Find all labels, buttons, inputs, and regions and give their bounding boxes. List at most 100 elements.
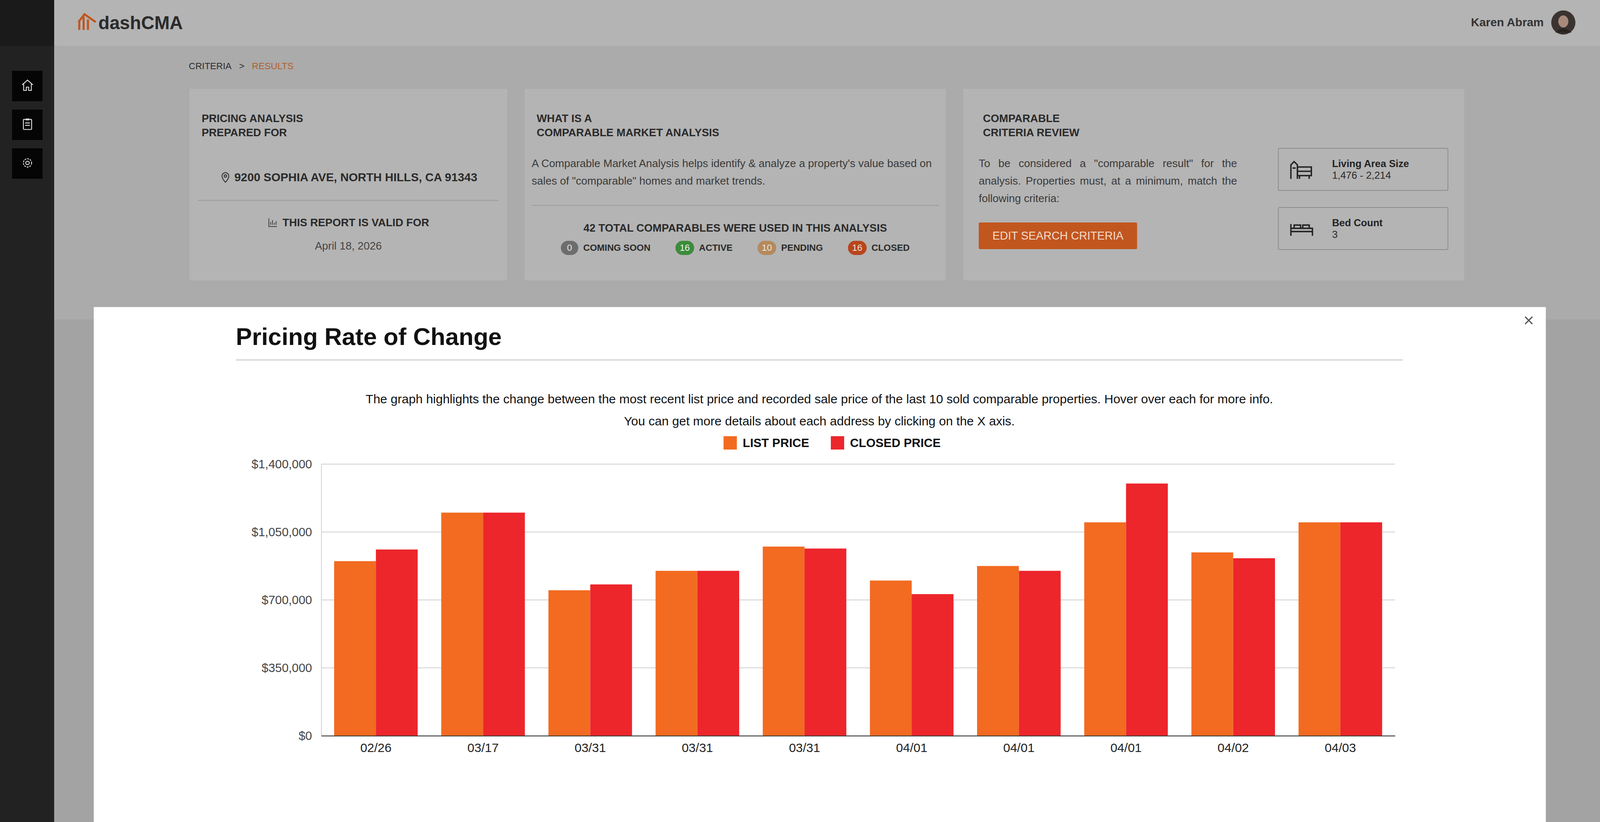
bar bbox=[375, 549, 418, 736]
decoration bbox=[25, 118, 30, 120]
bar bbox=[1191, 552, 1233, 736]
status-item: 10 PENDING bbox=[757, 240, 823, 255]
x-tick-label[interactable]: 04/01 bbox=[896, 740, 928, 755]
status-label: CLOSED bbox=[871, 242, 910, 254]
card-criteria-review: COMPARABLECRITERIA REVIEWTo be considere… bbox=[963, 88, 1465, 281]
status-count: 10 bbox=[757, 240, 776, 255]
status-label: COMING SOON bbox=[583, 242, 651, 254]
sidebar-home-button[interactable] bbox=[12, 70, 43, 102]
home-icon-svg bbox=[20, 78, 35, 93]
sidebar-clipboard-button[interactable] bbox=[12, 109, 43, 140]
valid-row: THIS REPORT IS VALID FOR bbox=[189, 215, 508, 230]
x-tick: 03/31 bbox=[788, 740, 820, 755]
y-tick-label: $1,400,000 bbox=[251, 457, 313, 471]
card-title-line: CRITERIA REVIEW bbox=[982, 125, 1080, 140]
pin-icon bbox=[219, 171, 232, 184]
legend-swatch bbox=[723, 436, 737, 450]
x-tick: 03/17 bbox=[467, 740, 499, 755]
legend-item: LIST PRICE bbox=[723, 436, 810, 450]
decoration bbox=[23, 158, 32, 168]
card-prepared-for: PRICING ANALYSISPREPARED FOR9200 SOPHIA … bbox=[189, 88, 508, 281]
criteria-icon bbox=[1288, 156, 1315, 184]
bar bbox=[1298, 522, 1341, 736]
status-row: 0COMING SOON16ACTIVE10PENDING16CLOSED bbox=[524, 239, 946, 257]
chart-icon-svg bbox=[267, 217, 279, 228]
divider bbox=[197, 200, 499, 201]
bar bbox=[804, 548, 847, 736]
x-tick-label[interactable]: 04/03 bbox=[1324, 740, 1356, 755]
bar bbox=[870, 580, 912, 736]
bar bbox=[590, 584, 633, 736]
total-comparables: 42 TOTAL COMPARABLES WERE USED IN THIS A… bbox=[524, 220, 946, 236]
breadcrumb: CRITERIA>RESULTS bbox=[188, 60, 294, 72]
x-tick-label[interactable]: 03/31 bbox=[788, 740, 820, 755]
decoration bbox=[78, 14, 96, 30]
chart: $0$350,000$700,000$1,050,000$1,400,00002… bbox=[0, 0, 1600, 822]
status-count: 16 bbox=[847, 240, 867, 255]
user-name[interactable]: Karen Abram bbox=[1470, 15, 1544, 30]
x-axis: 02/26 03/17 03/31 03/31 03/31 04/01 04/01 04/01… bbox=[321, 736, 1396, 755]
clipboard-icon-svg bbox=[20, 117, 35, 132]
logo-icon bbox=[76, 11, 98, 35]
decoration bbox=[1555, 28, 1572, 33]
breadcrumb-results: RESULTS bbox=[252, 60, 294, 72]
top-bar bbox=[54, 0, 1600, 46]
criteria-label: Bed Count bbox=[1332, 217, 1383, 229]
chart-icon bbox=[267, 217, 279, 228]
status-item: 16ACTIVE bbox=[675, 240, 733, 255]
card-title-line: WHAT IS A bbox=[536, 111, 720, 126]
criteria-box: Living Area Size1,476 - 2,214 bbox=[1277, 147, 1449, 191]
x-tick-label[interactable]: 02/26 bbox=[360, 740, 392, 755]
legend-label: CLOSED PRICE bbox=[850, 436, 941, 450]
x-tick-label[interactable]: 03/31 bbox=[574, 740, 606, 755]
criteria-icon-svg bbox=[1288, 215, 1315, 242]
decoration bbox=[1558, 15, 1569, 28]
x-tick: 03/31 bbox=[681, 740, 713, 755]
grid-line bbox=[321, 463, 1395, 465]
decoration bbox=[25, 122, 30, 126]
chart-subtitle: The graph highlights the change between … bbox=[235, 391, 1403, 407]
bar bbox=[655, 570, 698, 736]
bar bbox=[762, 546, 805, 736]
chart-title: Pricing Rate of Change bbox=[235, 322, 502, 351]
bar bbox=[977, 566, 1019, 737]
legend: LIST PRICE CLOSED PRICE bbox=[723, 436, 941, 450]
bar bbox=[1125, 483, 1168, 736]
bar bbox=[1340, 522, 1383, 736]
y-tick: $1,050,000 bbox=[251, 525, 322, 539]
pin-icon-svg bbox=[219, 171, 232, 184]
decoration bbox=[1290, 161, 1312, 179]
sidebar-settings-button[interactable] bbox=[12, 148, 43, 179]
x-tick: 02/26 bbox=[360, 740, 392, 755]
card-title: COMPARABLECRITERIA REVIEW bbox=[982, 111, 1080, 140]
user-avatar-svg bbox=[1551, 10, 1576, 35]
valid-label: THIS REPORT IS VALID FOR bbox=[282, 216, 430, 230]
bar bbox=[1018, 570, 1061, 736]
criteria-icon-svg bbox=[1288, 156, 1315, 183]
legend-swatch bbox=[830, 436, 845, 450]
decoration bbox=[25, 160, 30, 165]
card-title-line: PRICING ANALYSIS bbox=[201, 111, 304, 126]
status-label: ACTIVE bbox=[699, 242, 733, 254]
bar bbox=[482, 512, 525, 736]
close-button[interactable] bbox=[1522, 314, 1535, 329]
x-tick-label[interactable]: 03/17 bbox=[467, 740, 499, 755]
bar bbox=[334, 561, 376, 736]
y-tick-label: $0 bbox=[298, 729, 313, 743]
bar bbox=[1084, 522, 1126, 736]
bar bbox=[1233, 558, 1275, 736]
x-tick-label[interactable]: 04/02 bbox=[1217, 740, 1249, 755]
x-tick: 04/01 bbox=[896, 740, 928, 755]
y-axis-line bbox=[321, 464, 323, 737]
user-avatar bbox=[1551, 10, 1576, 37]
edit-search-criteria-button[interactable]: EDIT SEARCH CRITERIA bbox=[978, 222, 1138, 250]
decoration bbox=[1551, 10, 1576, 35]
status-label: PENDING bbox=[781, 242, 823, 254]
x-tick-label[interactable]: 03/31 bbox=[681, 740, 713, 755]
criteria-value: 3 bbox=[1332, 228, 1338, 241]
legend-item: CLOSED PRICE bbox=[830, 436, 941, 450]
x-tick-label[interactable]: 04/01 bbox=[1003, 740, 1035, 755]
y-axis: $0$350,000$700,000$1,050,000$1,400,000 bbox=[251, 457, 322, 743]
x-tick-label[interactable]: 04/01 bbox=[1110, 740, 1142, 755]
y-tick: $0 bbox=[298, 729, 322, 743]
